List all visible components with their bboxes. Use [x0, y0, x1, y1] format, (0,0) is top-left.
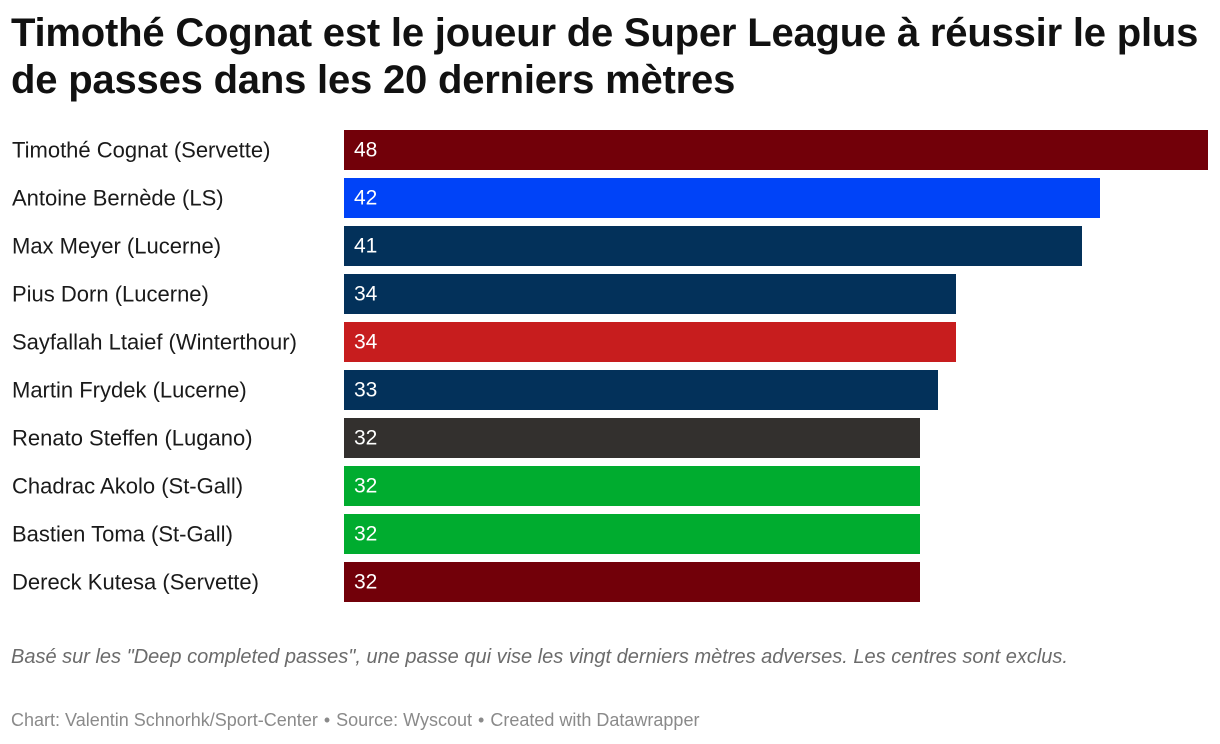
bar-category-label: Dereck Kutesa (Servette) [12, 570, 259, 595]
footer-separator: • [478, 710, 485, 730]
bar-row: Pius Dorn (Lucerne) 34 [12, 274, 956, 314]
bar-value-label: 32 [354, 427, 377, 450]
bar-row: Bastien Toma (St-Gall) 32 [12, 514, 920, 554]
bar [344, 274, 956, 314]
bar-value-label: 32 [354, 523, 377, 546]
bar [344, 562, 920, 602]
bar [344, 130, 1208, 170]
bar-row: Renato Steffen (Lugano) 32 [12, 418, 920, 458]
bar-category-label: Chadrac Akolo (St-Gall) [12, 474, 243, 499]
bar [344, 178, 1100, 218]
bar [344, 226, 1082, 266]
chart-title: Timothé Cognat est le joueur de Super Le… [11, 11, 1199, 102]
bar-value-label: 41 [354, 235, 377, 258]
bar [344, 466, 920, 506]
bar-category-label: Bastien Toma (St-Gall) [12, 522, 233, 547]
chart-credit: Chart: Valentin Schnorhk/Sport-Center [11, 710, 318, 730]
chart-footer: Chart: Valentin Schnorhk/Sport-Center • So… [11, 708, 699, 732]
bar-value-label: 32 [354, 475, 377, 498]
bar-category-label: Sayfallah Ltaief (Winterthour) [12, 330, 297, 355]
bar [344, 322, 956, 362]
bar-row: Max Meyer (Lucerne) 41 [12, 226, 1082, 266]
bar-row: Timothé Cognat (Servette) 48 [12, 130, 1208, 170]
bar-category-label: Max Meyer (Lucerne) [12, 234, 221, 259]
chart-note: Basé sur les "Deep completed passes", un… [11, 646, 1068, 668]
bar-row: Dereck Kutesa (Servette) 32 [12, 562, 920, 602]
bar [344, 370, 938, 410]
bar-category-label: Renato Steffen (Lugano) [12, 426, 253, 451]
bar-value-label: 34 [354, 331, 378, 354]
bar-value-label: 33 [354, 379, 377, 402]
bar-category-label: Martin Frydek (Lucerne) [12, 378, 247, 403]
bar-value-label: 32 [354, 571, 377, 594]
bar-row: Antoine Bernède (LS) 42 [12, 178, 1100, 218]
bar [344, 418, 920, 458]
bar-category-label: Pius Dorn (Lucerne) [12, 282, 209, 307]
footer-separator: • [323, 710, 331, 730]
bar-row: Sayfallah Ltaief (Winterthour) 34 [12, 322, 956, 362]
bar-category-label: Timothé Cognat (Servette) [12, 138, 270, 163]
bar-category-label: Antoine Bernède (LS) [12, 186, 224, 211]
bar-row: Chadrac Akolo (St-Gall) 32 [12, 466, 920, 506]
bar-value-label: 34 [354, 283, 378, 306]
source-credit: Source: Wyscout [336, 710, 473, 730]
bar-value-label: 48 [354, 139, 377, 162]
created-with-credit: Created with Datawrapper [490, 710, 700, 730]
bar-row: Martin Frydek (Lucerne) 33 [12, 370, 938, 410]
bar-value-label: 42 [354, 187, 377, 210]
bar [344, 514, 920, 554]
